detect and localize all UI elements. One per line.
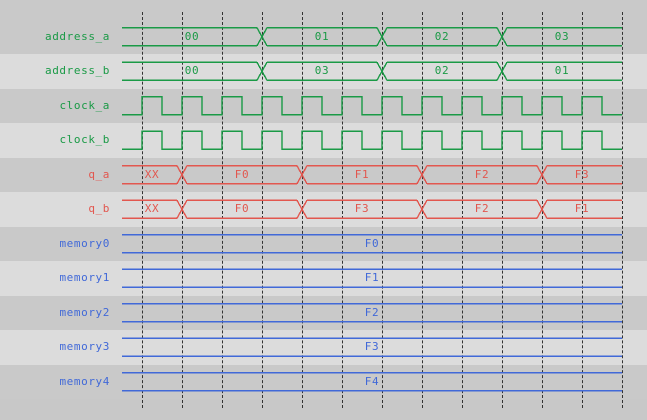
signal-label-q_a[interactable]: q_a	[88, 167, 110, 181]
signal-label-memory4[interactable]: memory4	[59, 374, 110, 388]
bus-value-address_a: 03	[554, 29, 570, 43]
row-band	[0, 261, 647, 296]
signal-label-clock_b[interactable]: clock_b	[59, 133, 110, 147]
bus-value-address_b: 00	[184, 64, 200, 78]
row-band-tail	[0, 399, 647, 420]
signal-label-memory0[interactable]: memory0	[59, 236, 110, 250]
row-band	[0, 157, 647, 192]
bus-value-address_b: 03	[314, 64, 330, 78]
bus-value-address_a: 02	[434, 29, 450, 43]
bus-value-q_b: F3	[354, 202, 370, 216]
bus-value-q_b: F0	[234, 202, 250, 216]
row-band	[0, 54, 647, 89]
bus-value-q_a: XX	[144, 167, 160, 181]
signal-label-clock_a[interactable]: clock_a	[59, 98, 110, 112]
bus-value-q_b: F2	[474, 202, 490, 216]
bus-value-memory3: F3	[364, 340, 380, 354]
signal-label-memory3[interactable]: memory3	[59, 340, 110, 354]
row-band	[0, 88, 647, 123]
bus-value-address_a: 00	[184, 29, 200, 43]
bus-value-q_b: F1	[574, 202, 590, 216]
bus-value-memory0: F0	[364, 236, 380, 250]
bus-value-address_b: 01	[554, 64, 570, 78]
signal-label-memory1[interactable]: memory1	[59, 271, 110, 285]
bus-value-memory4: F4	[364, 374, 380, 388]
bus-value-q_a: F2	[474, 167, 490, 181]
row-band	[0, 192, 647, 227]
row-band	[0, 295, 647, 330]
bus-value-q_a: F1	[354, 167, 370, 181]
row-band	[0, 0, 647, 54]
row-band	[0, 123, 647, 158]
row-band	[0, 364, 647, 399]
bus-value-q_b: XX	[144, 202, 160, 216]
bus-value-q_a: F3	[574, 167, 590, 181]
signal-label-address_b[interactable]: address_b	[44, 64, 110, 78]
signal-label-memory2[interactable]: memory2	[59, 305, 110, 319]
row-band	[0, 330, 647, 365]
bus-value-address_a: 01	[314, 29, 330, 43]
bus-value-memory2: F2	[364, 305, 380, 319]
signal-label-address_a[interactable]: address_a	[44, 29, 110, 43]
bus-value-memory1: F1	[364, 271, 380, 285]
signal-label-q_b[interactable]: q_b	[88, 202, 110, 216]
bus-value-q_a: F0	[234, 167, 250, 181]
bus-value-address_b: 02	[434, 64, 450, 78]
row-band	[0, 226, 647, 261]
